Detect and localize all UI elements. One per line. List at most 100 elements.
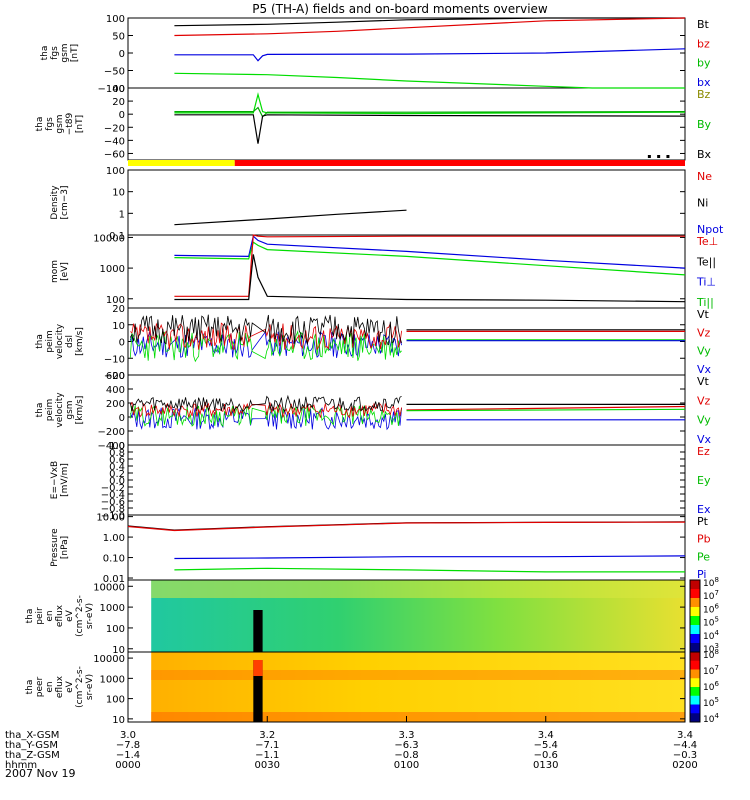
mode-bar-segment [128,160,235,166]
legend-entry: bz [697,37,710,50]
y-tick-label: 1.0 [109,441,125,452]
spectrogram-gap [253,610,263,652]
legend: Vt Vz Vy Vx [697,375,712,446]
y-axis-label-line: (cm^2-s- [75,595,85,637]
x-axis-row-label: tha_X-GSM [5,730,59,741]
y-axis-label-line: fgs [50,46,60,60]
colorbar-swatch [690,625,700,635]
y-tick-label: 20 [112,97,125,108]
y-tick-label: −60 [104,149,125,160]
y-tick-label: 10 [112,188,125,199]
x-axis-value: −0.3 [673,750,697,761]
spectrogram-gap-top [253,660,263,676]
y-tick-label: 100 [106,624,125,635]
legend-entry: Pi [697,568,706,581]
y-tick-label: 200 [106,399,125,410]
y-axis-label: tha fgs gsm −t89 [nT] [35,112,85,135]
y-tick-label: 0 [119,49,125,60]
y-axis-label-line: [eV] [60,262,70,281]
x-axis-value: −4.4 [673,740,697,751]
legend: Ne Ni Npot [697,170,724,236]
spectrogram-band [151,712,686,722]
y-tick-label: 100 [106,695,125,706]
legend-entry: bx [697,76,711,89]
x-axis-value: −7.1 [255,740,279,751]
y-axis-label-line: [km/s] [75,327,85,356]
y-axis-label: tha fgs gsm [nT] [40,43,80,62]
colorbar-label: 105 [703,616,719,629]
colorbar-label: 103 [703,642,719,655]
colorbar-label: 106 [703,602,719,615]
legend-entry: Bt [697,18,710,31]
y-axis-label: E=−VxB [mV/m] [50,461,70,499]
colorbar-label-base: 10 [703,605,715,615]
series-line-temp-Ti⊥ [174,235,686,269]
legend-entry: Ti⊥ [696,276,716,289]
y-tick-label: 100 [106,166,125,177]
series-line-density-Ni [174,209,407,226]
x-axis-value: 0130 [533,760,558,771]
x-axis-value: 3.4 [677,730,693,741]
colorbar-swatch [690,660,700,670]
series-line-pressure-Pe [174,567,685,573]
x-axis-value: −0.8 [394,750,418,761]
colorbar-label-exp: 6 [714,602,719,610]
legend-entry: Te|| [696,255,716,268]
y-axis-label-line: [nT] [75,115,85,133]
y-axis-label-line: tha [35,117,45,132]
y-tick-label: 1 [119,209,125,220]
colorbar-swatch [690,687,700,697]
colorbar-label-exp: 5 [714,696,718,704]
colorbar-label-base: 10 [703,715,715,725]
x-axis-value: −1.4 [116,750,140,761]
y-axis-label-line: tha [35,334,45,349]
legend: Bz By Bx [697,88,712,161]
x-axis-ephemeris: tha_X-GSM 3.0 3.2 3.3 3.4 3.4 tha_Y-GSM −7.8 −7.… [5,716,698,771]
y-axis-label: Pressure [nPa] [50,528,70,567]
y-tick-label: −200 [98,427,125,438]
x-axis-value: −7.8 [116,740,140,751]
x-axis-row-label: tha_Z-GSM [5,750,60,761]
mode-bar-segment [234,160,685,166]
colorbar-label-base: 10 [703,632,715,642]
colorbar-swatch [690,652,700,662]
mode-bar [128,155,685,166]
mode-bar-dot [647,155,651,158]
y-axis-label-line: gsm [55,114,65,133]
legend-entry: Vx [697,363,712,376]
x-axis-row-label: hhmm [5,760,37,771]
colorbar-swatch [690,678,700,688]
colorbar-label-exp: 8 [714,648,718,656]
colorbar-label-base: 10 [703,592,715,602]
y-tick-label: −1.0 [101,511,125,522]
y-tick-label: −40 [104,136,125,147]
legend: Pt Pb Pe Pi [697,515,711,581]
x-axis-row-label: tha_Y-GSM [5,740,58,751]
colorbar-swatch [690,643,700,653]
date-label: 2007 Nov 19 [5,767,75,780]
colorbar-swatch [690,580,700,590]
y-axis-label-line: peir [35,607,45,625]
y-tick-label: 100 [106,295,125,306]
legend-entry: Vz [697,326,711,339]
y-axis-label: mom [eV] [50,260,70,283]
colorbar-label-exp: 4 [714,629,719,637]
y-axis-label-line: Pressure [50,528,60,567]
y-axis-label-line: dsl [65,335,75,348]
x-axis-value: 0030 [255,760,280,771]
series-line-fgs_dt-Bz [174,92,686,115]
y-axis-label-line: gsm [60,43,70,62]
legend: Te⊥ Te|| Ti⊥ Ti|| [696,235,718,309]
colorbar-swatch [690,704,700,714]
y-tick-label: 10 [112,715,125,726]
y-tick-label: 10000 [93,233,125,244]
legend-entry: Pt [697,515,709,528]
legend-entry: Ti|| [696,296,714,309]
colorbar-label: 107 [703,664,719,677]
x-axis-value: 3.4 [538,730,554,741]
panel-fgs_dt: 40 20 0 −20 −40 −60 tha fgs gsm −t89 [nT] Bz By Bx [35,84,712,161]
panel-frame [127,17,686,89]
legend-entry: Vy [697,414,711,427]
noisy-trace-peim_v [129,330,402,363]
